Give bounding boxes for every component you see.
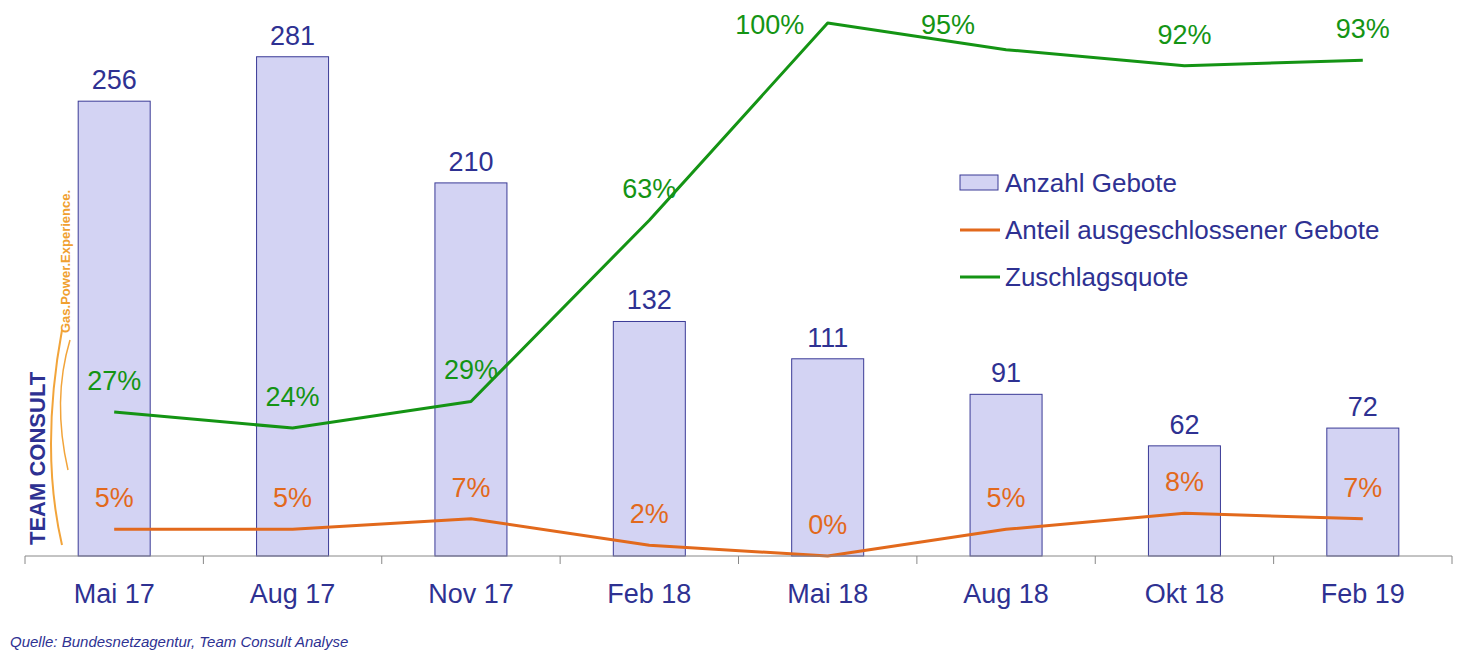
bar [1327, 428, 1399, 556]
data-label: 63% [622, 174, 676, 204]
data-label: 92% [1157, 20, 1211, 50]
data-label: 281 [270, 21, 315, 51]
legend-label: Anteil ausgeschlossener Gebote [1005, 215, 1379, 245]
category-separator [1273, 556, 1274, 564]
category-separator [25, 556, 26, 564]
legend-swatch [960, 229, 1000, 232]
line [114, 513, 1363, 556]
x-tick-label: Feb 19 [1321, 579, 1405, 609]
data-label: 95% [921, 10, 975, 40]
legend-swatch [960, 175, 998, 190]
x-tick-label: Aug 17 [250, 579, 336, 609]
legend-label: Zuschlagsquote [1005, 262, 1189, 292]
labels: 256 281 210 132 111 91 62 72 5% 5% 7% 2% 0% 5% 8% 7% 27%… [87, 10, 1390, 540]
data-label: 210 [448, 147, 493, 177]
data-label: 7% [1343, 473, 1382, 503]
x-tick-label: Aug 18 [963, 579, 1049, 609]
bar [435, 183, 507, 556]
data-label: 5% [273, 483, 312, 513]
data-label: 27% [87, 366, 141, 396]
chart: 256 281 210 132 111 91 62 72 5% 5% 7% 2% 0% 5% 8% 7% 27%… [0, 0, 1477, 662]
x-tick-label: Mai 17 [74, 579, 155, 609]
data-label: 7% [451, 473, 490, 503]
data-label: 5% [987, 483, 1026, 513]
data-label: 72 [1348, 392, 1378, 422]
category-separator [738, 556, 739, 564]
bar [1148, 446, 1220, 556]
data-label: 24% [266, 382, 320, 412]
data-label: 91 [991, 358, 1021, 388]
category-separator [381, 556, 382, 564]
data-label: 256 [92, 65, 137, 95]
legend-swatch [960, 276, 1000, 279]
logo-arc [60, 340, 70, 470]
x-tick-label: Feb 18 [607, 579, 691, 609]
legend: Anzahl Gebote Anteil ausgeschlossener Geb… [960, 168, 1379, 292]
category-separator [203, 556, 204, 564]
data-label: 111 [807, 323, 848, 353]
x-tick-label: Nov 17 [428, 579, 514, 609]
data-label: 132 [627, 285, 672, 315]
logo: TEAM CONSULT Gas.Power.Experience. [25, 190, 73, 545]
data-label: 93% [1336, 14, 1390, 44]
category-separator [916, 556, 917, 564]
data-label: 2% [630, 499, 669, 529]
x-tick-label: Okt 18 [1145, 579, 1225, 609]
logo-text: TEAM CONSULT [25, 371, 50, 545]
legend-label: Anzahl Gebote [1005, 168, 1177, 198]
data-label: 29% [444, 355, 498, 385]
data-label: 8% [1165, 467, 1204, 497]
bar [257, 57, 329, 556]
source-note: Quelle: Bundesnetzagentur, Team Consult … [10, 633, 348, 650]
data-label: 5% [95, 483, 134, 513]
marks [78, 23, 1399, 556]
data-label: 0% [808, 510, 847, 540]
bar [613, 321, 685, 556]
bar [792, 359, 864, 556]
logo-arc [51, 330, 62, 545]
logo-tagline: Gas.Power.Experience. [58, 190, 73, 333]
data-label: 100% [735, 10, 804, 40]
category-separator [1452, 556, 1453, 564]
category-separator [560, 556, 561, 564]
x-tick-label: Mai 18 [787, 579, 868, 609]
category-separator [1095, 556, 1096, 564]
bar [78, 101, 150, 556]
data-label: 62 [1169, 410, 1199, 440]
